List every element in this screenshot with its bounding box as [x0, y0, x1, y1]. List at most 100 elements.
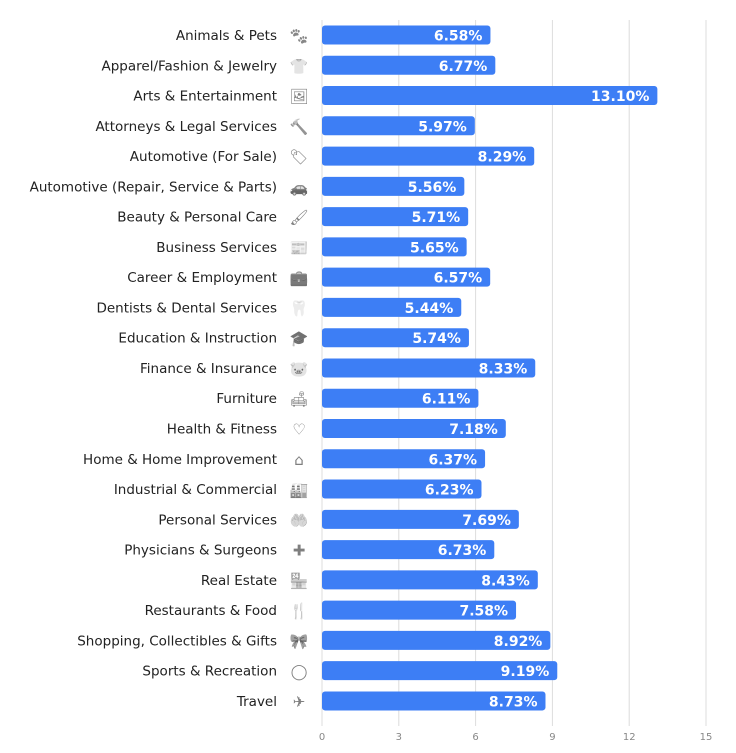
data-label: 8.92%	[494, 634, 543, 650]
category-label: Health & Fitness	[167, 422, 277, 438]
x-tick-label: 9	[549, 732, 555, 743]
armchair-icon: 🛋	[289, 390, 308, 408]
tooth-icon: 🦷	[290, 299, 309, 317]
x-tick-label: 0	[319, 732, 325, 743]
bar	[322, 570, 538, 590]
bar	[322, 237, 467, 257]
data-label: 6.77%	[439, 59, 488, 75]
data-label: 6.23%	[425, 483, 474, 499]
cross-icon: ✚	[293, 542, 306, 560]
x-tick-label: 3	[396, 732, 402, 743]
paw-icon: 🐾	[290, 27, 309, 45]
data-label: 7.69%	[462, 513, 511, 529]
brush-icon: 🖌	[289, 209, 308, 227]
bar	[322, 540, 495, 560]
category-label: Beauty & Personal Care	[117, 210, 277, 226]
data-label: 5.56%	[408, 180, 457, 196]
category-label: Dentists & Dental Services	[96, 300, 277, 316]
category-label: Personal Services	[158, 512, 277, 528]
category-label: Automotive (For Sale)	[130, 149, 277, 165]
bar	[322, 509, 519, 529]
category-label: Physicians & Surgeons	[124, 543, 277, 559]
category-label: Business Services	[156, 240, 277, 256]
bar	[322, 691, 546, 711]
x-tick-label: 6	[472, 732, 478, 743]
bar	[322, 146, 535, 166]
data-label: 13.10%	[591, 89, 649, 105]
data-label: 5.74%	[412, 331, 461, 347]
data-label: 5.65%	[410, 240, 459, 256]
category-label: Shopping, Collectibles & Gifts	[77, 633, 277, 649]
data-label: 8.33%	[479, 361, 528, 377]
data-label: 6.37%	[428, 452, 477, 468]
bar	[322, 358, 536, 378]
category-label: Education & Instruction	[118, 331, 277, 347]
bar	[322, 328, 469, 348]
category-label: Travel	[236, 694, 277, 710]
category-label: Automotive (Repair, Service & Parts)	[30, 179, 277, 195]
storefront-icon: 🏪	[290, 572, 309, 590]
factory-icon: 🏭	[290, 481, 309, 499]
car-icon: 🚗	[290, 178, 309, 196]
plane-icon: ✈	[293, 693, 306, 711]
x-tick-label: 15	[700, 732, 713, 743]
data-label: 7.58%	[459, 604, 508, 620]
category-label: Real Estate	[201, 573, 277, 589]
category-label: Sports & Recreation	[142, 664, 277, 680]
category-label: Home & Home Improvement	[83, 452, 277, 468]
bar	[322, 25, 491, 45]
picture-icon: 🖼	[289, 88, 308, 106]
gavel-icon: 🔨	[290, 118, 309, 136]
newspaper-icon: 📰	[290, 239, 309, 257]
data-label: 7.18%	[449, 422, 498, 438]
bar	[322, 449, 486, 469]
heart-icon: ♡	[292, 421, 305, 439]
bar	[322, 176, 465, 196]
shirt-icon: 👕	[290, 57, 309, 75]
category-label: Animals & Pets	[176, 28, 277, 44]
category-label: Restaurants & Food	[145, 603, 277, 619]
bar	[322, 630, 551, 650]
category-label: Arts & Entertainment	[133, 89, 277, 105]
category-label: Furniture	[216, 391, 277, 407]
bar	[322, 419, 506, 439]
category-label: Apparel/Fashion & Jewelry	[102, 58, 278, 74]
bar	[322, 86, 658, 106]
category-label: Industrial & Commercial	[114, 482, 277, 498]
gift-icon: 🎀	[290, 632, 309, 650]
data-label: 6.11%	[422, 392, 471, 408]
car-tag-icon: 🏷	[289, 148, 308, 166]
category-label: Attorneys & Legal Services	[95, 119, 277, 135]
bar	[322, 207, 469, 227]
utensils-icon: 🍴	[290, 602, 309, 620]
category-label: Career & Employment	[127, 270, 277, 286]
bar	[322, 388, 479, 408]
ball-icon: ◯	[291, 663, 308, 681]
data-label: 8.43%	[481, 573, 530, 589]
data-label: 6.73%	[438, 543, 487, 559]
x-tick-label: 12	[623, 732, 636, 743]
briefcase-icon: 💼	[290, 269, 309, 287]
graduation-cap-icon: 🎓	[290, 330, 309, 348]
bar	[322, 479, 482, 499]
bar	[322, 661, 558, 681]
category-label: Finance & Insurance	[140, 361, 277, 377]
data-label: 8.29%	[478, 150, 527, 166]
bar	[322, 267, 491, 287]
data-label: 5.44%	[405, 301, 454, 317]
bar	[322, 297, 462, 317]
data-label: 9.19%	[501, 664, 550, 680]
data-label: 5.97%	[418, 119, 467, 135]
bar	[322, 116, 475, 136]
bar	[322, 600, 517, 620]
piggy-bank-icon: 🐷	[290, 360, 309, 378]
data-label: 6.57%	[434, 271, 483, 287]
hand-heart-icon: 🤲	[290, 511, 309, 529]
house-icon: ⌂	[294, 451, 304, 469]
bar	[322, 55, 496, 75]
data-label: 5.71%	[412, 210, 461, 226]
data-label: 8.73%	[489, 694, 538, 710]
data-label: 6.58%	[434, 29, 483, 45]
